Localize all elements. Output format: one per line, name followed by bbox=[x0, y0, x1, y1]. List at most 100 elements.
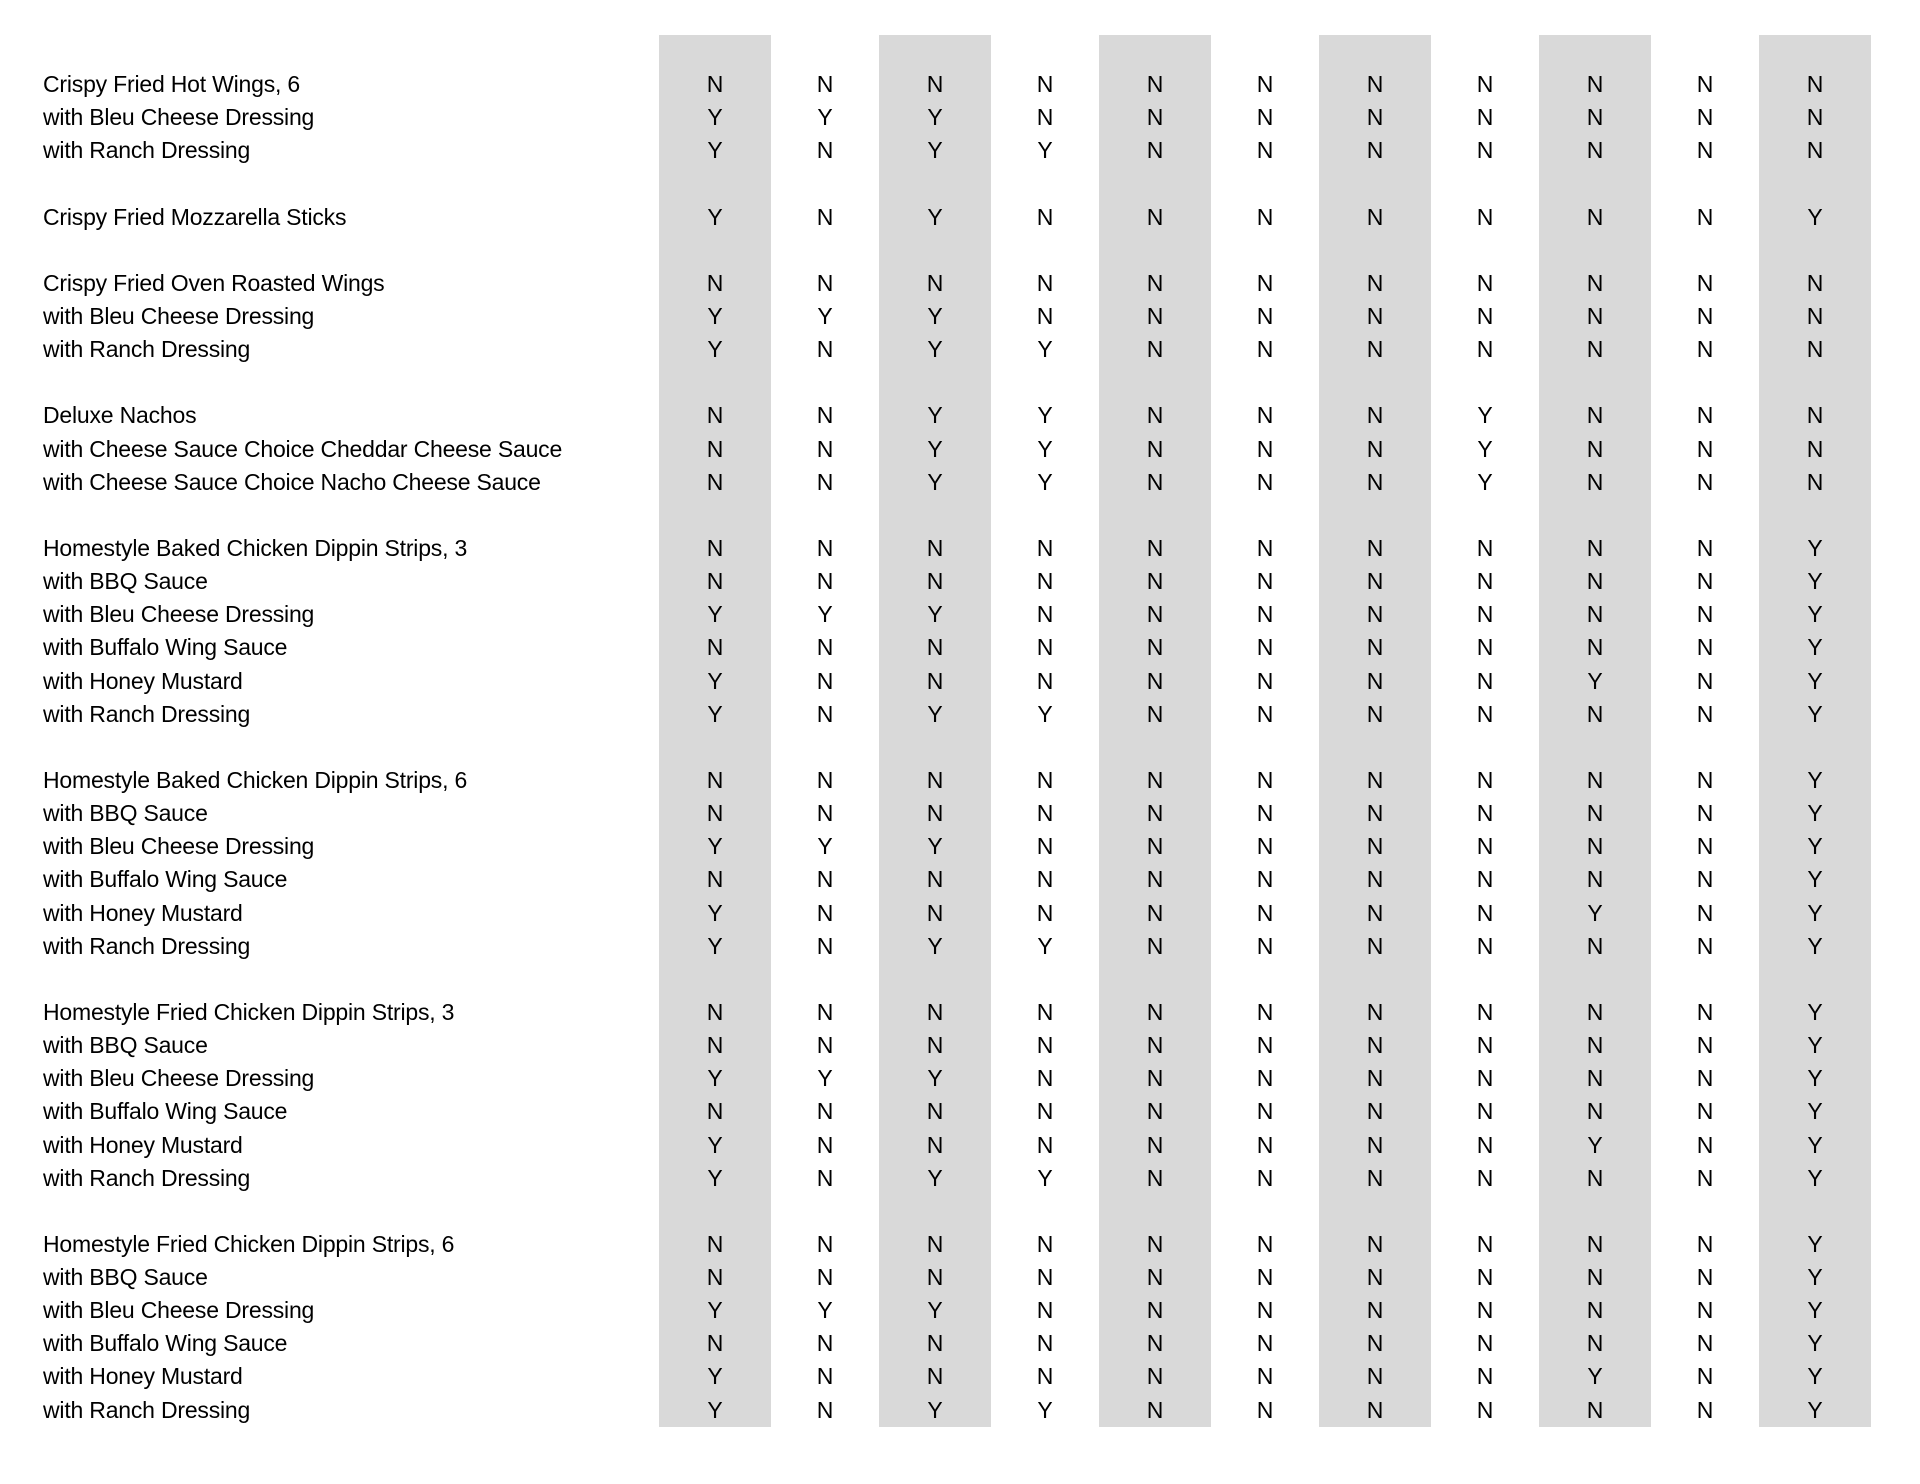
flag-cell: N bbox=[706, 634, 724, 661]
item-label: with Honey Mustard bbox=[43, 667, 243, 694]
flag-cell: N bbox=[926, 1098, 944, 1125]
flag-cell: N bbox=[1476, 568, 1494, 595]
flag-cell: N bbox=[1146, 766, 1164, 793]
flag-cell: N bbox=[1476, 866, 1494, 893]
flag-cell: N bbox=[706, 468, 724, 495]
flag-cell: N bbox=[816, 800, 834, 827]
flag-cell: Y bbox=[707, 1297, 723, 1324]
flag-cell: N bbox=[1586, 766, 1604, 793]
flag-cell: N bbox=[926, 269, 944, 296]
flag-cell: Y bbox=[1477, 468, 1493, 495]
flag-cell: N bbox=[1146, 700, 1164, 727]
flag-cell: N bbox=[1256, 1396, 1274, 1423]
flag-cell: N bbox=[1366, 1032, 1384, 1059]
flag-cell: Y bbox=[927, 1164, 943, 1191]
flag-cell: N bbox=[1366, 1098, 1384, 1125]
item-label: with Buffalo Wing Sauce bbox=[43, 1098, 288, 1125]
flag-cell: N bbox=[816, 700, 834, 727]
table-row: with Bleu Cheese Dressing Y Y Y N N N N N N N Y bbox=[0, 1294, 1920, 1327]
flag-cell: N bbox=[1806, 71, 1824, 97]
table-row: with Bleu Cheese Dressing Y Y Y N N N N N N N Y bbox=[0, 598, 1920, 631]
flag-cell: N bbox=[1366, 1330, 1384, 1357]
flag-cell: Y bbox=[1807, 1330, 1823, 1357]
flag-cell: N bbox=[816, 899, 834, 926]
flag-cell: Y bbox=[817, 1065, 833, 1092]
item-label: with BBQ Sauce bbox=[43, 568, 208, 595]
flag-cell: Y bbox=[1807, 534, 1823, 561]
flag-cell: Y bbox=[707, 833, 723, 860]
flag-cell: N bbox=[926, 568, 944, 595]
shaded-column-band bbox=[659, 35, 771, 1427]
flag-cell: N bbox=[1696, 800, 1714, 827]
flag-cell: N bbox=[1366, 833, 1384, 860]
table-row: with Honey Mustard Y N N N N N N N Y N Y bbox=[0, 1129, 1920, 1162]
flag-cell: Y bbox=[1037, 336, 1053, 363]
flag-cell: N bbox=[1366, 700, 1384, 727]
flag-cell: N bbox=[926, 667, 944, 694]
flag-cell: N bbox=[1366, 104, 1384, 131]
flag-cell: N bbox=[816, 269, 834, 296]
item-label: with Ranch Dressing bbox=[43, 1396, 251, 1423]
flag-cell: N bbox=[1146, 269, 1164, 296]
table-row: with Cheese Sauce Choice Nacho Cheese Sa… bbox=[0, 466, 1920, 499]
flag-cell: Y bbox=[817, 104, 833, 131]
flag-cell: Y bbox=[927, 833, 943, 860]
flag-cell: Y bbox=[1037, 468, 1053, 495]
flag-cell: Y bbox=[1037, 137, 1053, 164]
flag-cell: N bbox=[1256, 1164, 1274, 1191]
flag-cell: N bbox=[1696, 998, 1714, 1025]
flag-cell: N bbox=[926, 71, 944, 97]
item-label: with Buffalo Wing Sauce bbox=[43, 866, 288, 893]
flag-cell: N bbox=[1696, 336, 1714, 363]
flag-cell: N bbox=[1146, 932, 1164, 959]
table-row: with Ranch Dressing Y N Y Y N N N N N N N bbox=[0, 134, 1920, 167]
flag-cell: N bbox=[1696, 1396, 1714, 1423]
flag-cell: N bbox=[1476, 1363, 1494, 1390]
flag-cell: N bbox=[1036, 634, 1054, 661]
flag-cell: N bbox=[1036, 833, 1054, 860]
flag-cell: N bbox=[1366, 203, 1384, 230]
flag-cell: N bbox=[1476, 1230, 1494, 1257]
flag-cell: N bbox=[1366, 137, 1384, 164]
flag-cell: N bbox=[1256, 866, 1274, 893]
flag-cell: N bbox=[706, 1330, 724, 1357]
flag-cell: N bbox=[1036, 998, 1054, 1025]
table-row: with Ranch Dressing Y N Y Y N N N N N N Y bbox=[0, 1394, 1920, 1427]
flag-cell: N bbox=[926, 1363, 944, 1390]
flag-cell: N bbox=[816, 998, 834, 1025]
flag-cell: N bbox=[1146, 667, 1164, 694]
flag-cell: N bbox=[1476, 534, 1494, 561]
flag-cell: N bbox=[706, 568, 724, 595]
item-label: with Buffalo Wing Sauce bbox=[43, 1330, 288, 1357]
flag-cell: N bbox=[1476, 833, 1494, 860]
flag-cell: Y bbox=[927, 104, 943, 131]
flag-cell: Y bbox=[707, 899, 723, 926]
flag-cell: N bbox=[1256, 833, 1274, 860]
flag-cell: N bbox=[1036, 269, 1054, 296]
flag-cell: Y bbox=[1587, 899, 1603, 926]
flag-cell: N bbox=[1366, 601, 1384, 628]
flag-cell: N bbox=[1476, 1098, 1494, 1125]
flag-cell: N bbox=[1036, 601, 1054, 628]
shaded-column-band bbox=[1759, 35, 1871, 1427]
item-label: with Bleu Cheese Dressing bbox=[43, 601, 315, 628]
flag-cell: N bbox=[1476, 71, 1494, 97]
flag-cell: N bbox=[816, 435, 834, 462]
flag-cell: N bbox=[706, 998, 724, 1025]
table-row: with Honey Mustard Y N N N N N N N Y N Y bbox=[0, 665, 1920, 698]
flag-cell: N bbox=[1586, 998, 1604, 1025]
flag-cell: Y bbox=[927, 1065, 943, 1092]
flag-cell: Y bbox=[1807, 203, 1823, 230]
flag-cell: N bbox=[1696, 137, 1714, 164]
item-label: with Ranch Dressing bbox=[43, 700, 251, 727]
flag-cell: Y bbox=[1807, 1396, 1823, 1423]
flag-cell: Y bbox=[707, 104, 723, 131]
flag-cell: N bbox=[1586, 833, 1604, 860]
item-label: with Honey Mustard bbox=[43, 899, 243, 926]
table-row: Homestyle Baked Chicken Dippin Strips, 3… bbox=[0, 532, 1920, 565]
flag-cell: N bbox=[706, 269, 724, 296]
flag-cell: N bbox=[816, 1230, 834, 1257]
table-row: with Ranch Dressing Y N Y Y N N N N N N Y bbox=[0, 698, 1920, 731]
flag-cell: N bbox=[1696, 1230, 1714, 1257]
flag-cell: N bbox=[1256, 71, 1274, 97]
